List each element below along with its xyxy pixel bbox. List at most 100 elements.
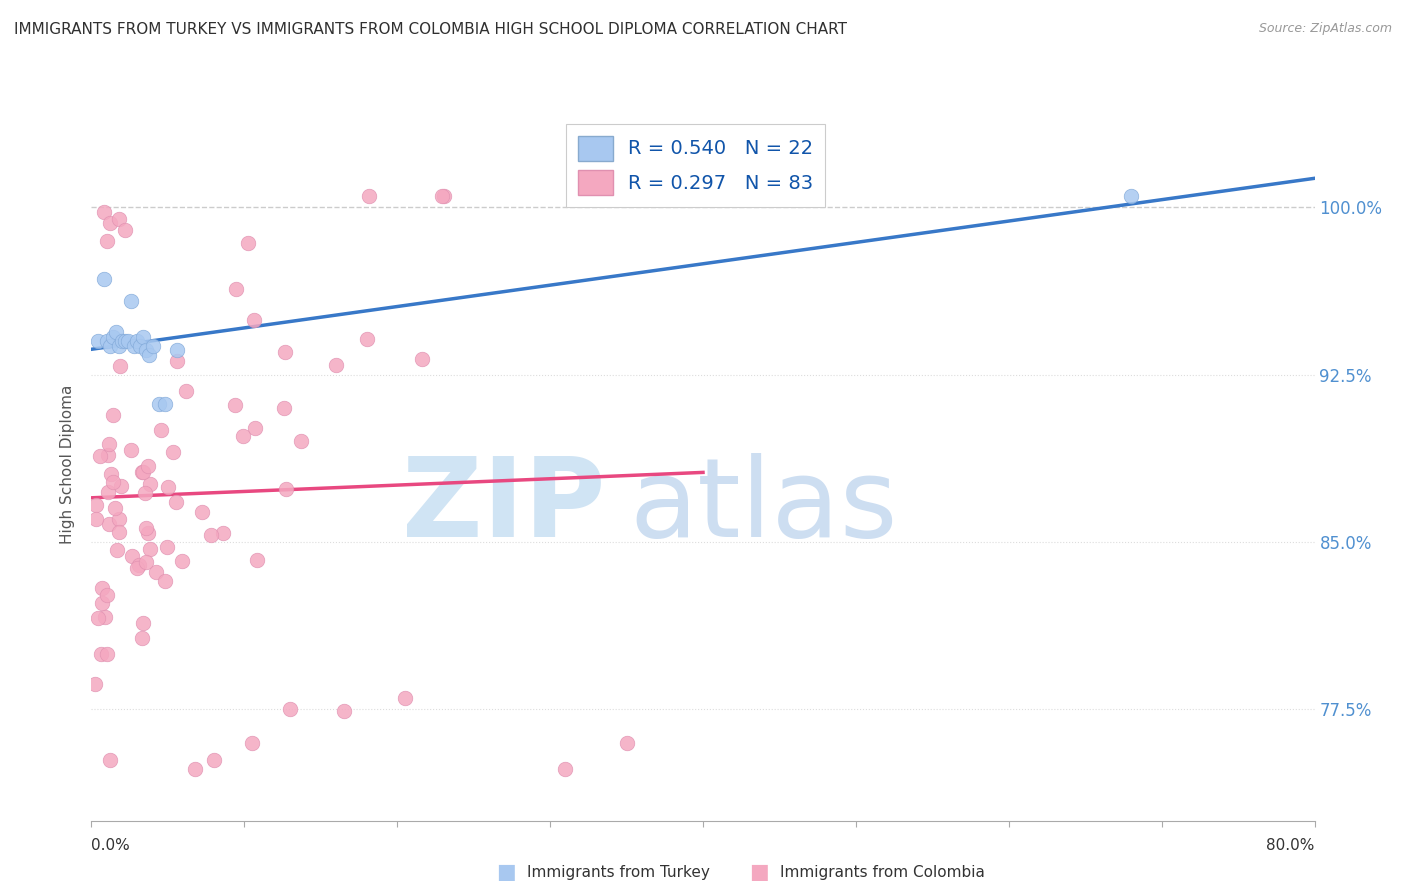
Point bbox=[240, 736, 263, 750]
Point bbox=[145, 565, 167, 579]
Point bbox=[87, 610, 110, 624]
Text: ■: ■ bbox=[749, 863, 769, 882]
Point bbox=[430, 189, 453, 203]
Point bbox=[100, 467, 122, 482]
Point bbox=[104, 500, 127, 515]
Point bbox=[135, 343, 157, 357]
Point bbox=[554, 763, 576, 777]
Point bbox=[96, 234, 118, 248]
Point bbox=[131, 631, 153, 645]
Point bbox=[122, 339, 145, 353]
Point bbox=[243, 313, 266, 327]
Point bbox=[132, 616, 155, 631]
Point bbox=[356, 332, 378, 346]
Point bbox=[98, 339, 121, 353]
Legend: R = 0.540   N = 22, R = 0.297   N = 83: R = 0.540 N = 22, R = 0.297 N = 83 bbox=[567, 124, 825, 207]
Point bbox=[89, 450, 111, 464]
Point bbox=[166, 354, 188, 368]
Point bbox=[131, 465, 153, 479]
Point bbox=[101, 330, 124, 344]
Point bbox=[90, 647, 112, 661]
Point bbox=[616, 736, 638, 750]
Point bbox=[108, 512, 131, 526]
Point bbox=[117, 334, 139, 349]
Point bbox=[155, 540, 177, 554]
Point bbox=[125, 561, 148, 575]
Point bbox=[246, 552, 269, 566]
Point bbox=[148, 397, 170, 411]
Point bbox=[150, 423, 173, 437]
Point bbox=[232, 429, 254, 443]
Point bbox=[136, 526, 159, 541]
Point bbox=[165, 495, 187, 509]
Point bbox=[162, 445, 184, 459]
Point bbox=[93, 205, 115, 219]
Point bbox=[98, 753, 121, 767]
Point bbox=[394, 691, 416, 706]
Point bbox=[96, 588, 118, 602]
Point bbox=[170, 554, 193, 568]
Point bbox=[166, 343, 188, 357]
Point bbox=[97, 437, 120, 451]
Point bbox=[86, 334, 108, 349]
Point bbox=[97, 448, 120, 462]
Point bbox=[129, 339, 152, 353]
Point bbox=[135, 520, 157, 534]
Point bbox=[278, 702, 301, 716]
Y-axis label: High School Diploma: High School Diploma bbox=[60, 384, 76, 543]
Point bbox=[114, 223, 136, 237]
Point bbox=[132, 330, 155, 344]
Point bbox=[141, 339, 163, 353]
Text: Immigrants from Turkey: Immigrants from Turkey bbox=[527, 865, 710, 880]
Point bbox=[200, 528, 222, 542]
Point bbox=[325, 358, 347, 372]
Text: 80.0%: 80.0% bbox=[1267, 838, 1315, 854]
Point bbox=[191, 505, 214, 519]
Point bbox=[127, 334, 149, 349]
Point bbox=[120, 442, 142, 457]
Point bbox=[108, 359, 131, 373]
Point bbox=[290, 434, 312, 449]
Point bbox=[101, 409, 124, 423]
Point bbox=[93, 272, 115, 286]
Point bbox=[225, 282, 247, 296]
Point bbox=[202, 754, 225, 768]
Point bbox=[138, 458, 160, 473]
Point bbox=[121, 549, 143, 564]
Point bbox=[108, 524, 131, 539]
Point bbox=[224, 398, 246, 412]
Point bbox=[135, 555, 157, 569]
Point bbox=[411, 352, 433, 367]
Point bbox=[432, 189, 454, 203]
Point bbox=[108, 211, 131, 226]
Point bbox=[138, 347, 160, 362]
Point bbox=[139, 541, 162, 556]
Point bbox=[153, 574, 176, 588]
Text: 0.0%: 0.0% bbox=[91, 838, 131, 854]
Point bbox=[84, 677, 107, 691]
Point bbox=[276, 482, 298, 496]
Point bbox=[98, 517, 121, 532]
Point bbox=[97, 484, 120, 499]
Text: ■: ■ bbox=[496, 863, 516, 882]
Point bbox=[138, 476, 160, 491]
Text: atlas: atlas bbox=[630, 453, 898, 560]
Text: Source: ZipAtlas.com: Source: ZipAtlas.com bbox=[1258, 22, 1392, 36]
Point bbox=[98, 216, 121, 230]
Point bbox=[96, 334, 118, 349]
Point bbox=[84, 512, 107, 526]
Point bbox=[273, 401, 295, 416]
Point bbox=[153, 397, 176, 411]
Point bbox=[94, 610, 117, 624]
Point bbox=[108, 339, 131, 353]
Text: ZIP: ZIP bbox=[402, 453, 605, 560]
Point bbox=[101, 475, 124, 489]
Text: IMMIGRANTS FROM TURKEY VS IMMIGRANTS FROM COLOMBIA HIGH SCHOOL DIPLOMA CORRELATI: IMMIGRANTS FROM TURKEY VS IMMIGRANTS FRO… bbox=[14, 22, 846, 37]
Point bbox=[114, 334, 136, 349]
Point bbox=[274, 344, 297, 359]
Point bbox=[110, 479, 132, 493]
Point bbox=[184, 763, 207, 777]
Text: Immigrants from Colombia: Immigrants from Colombia bbox=[780, 865, 986, 880]
Point bbox=[128, 558, 150, 572]
Point bbox=[96, 647, 118, 661]
